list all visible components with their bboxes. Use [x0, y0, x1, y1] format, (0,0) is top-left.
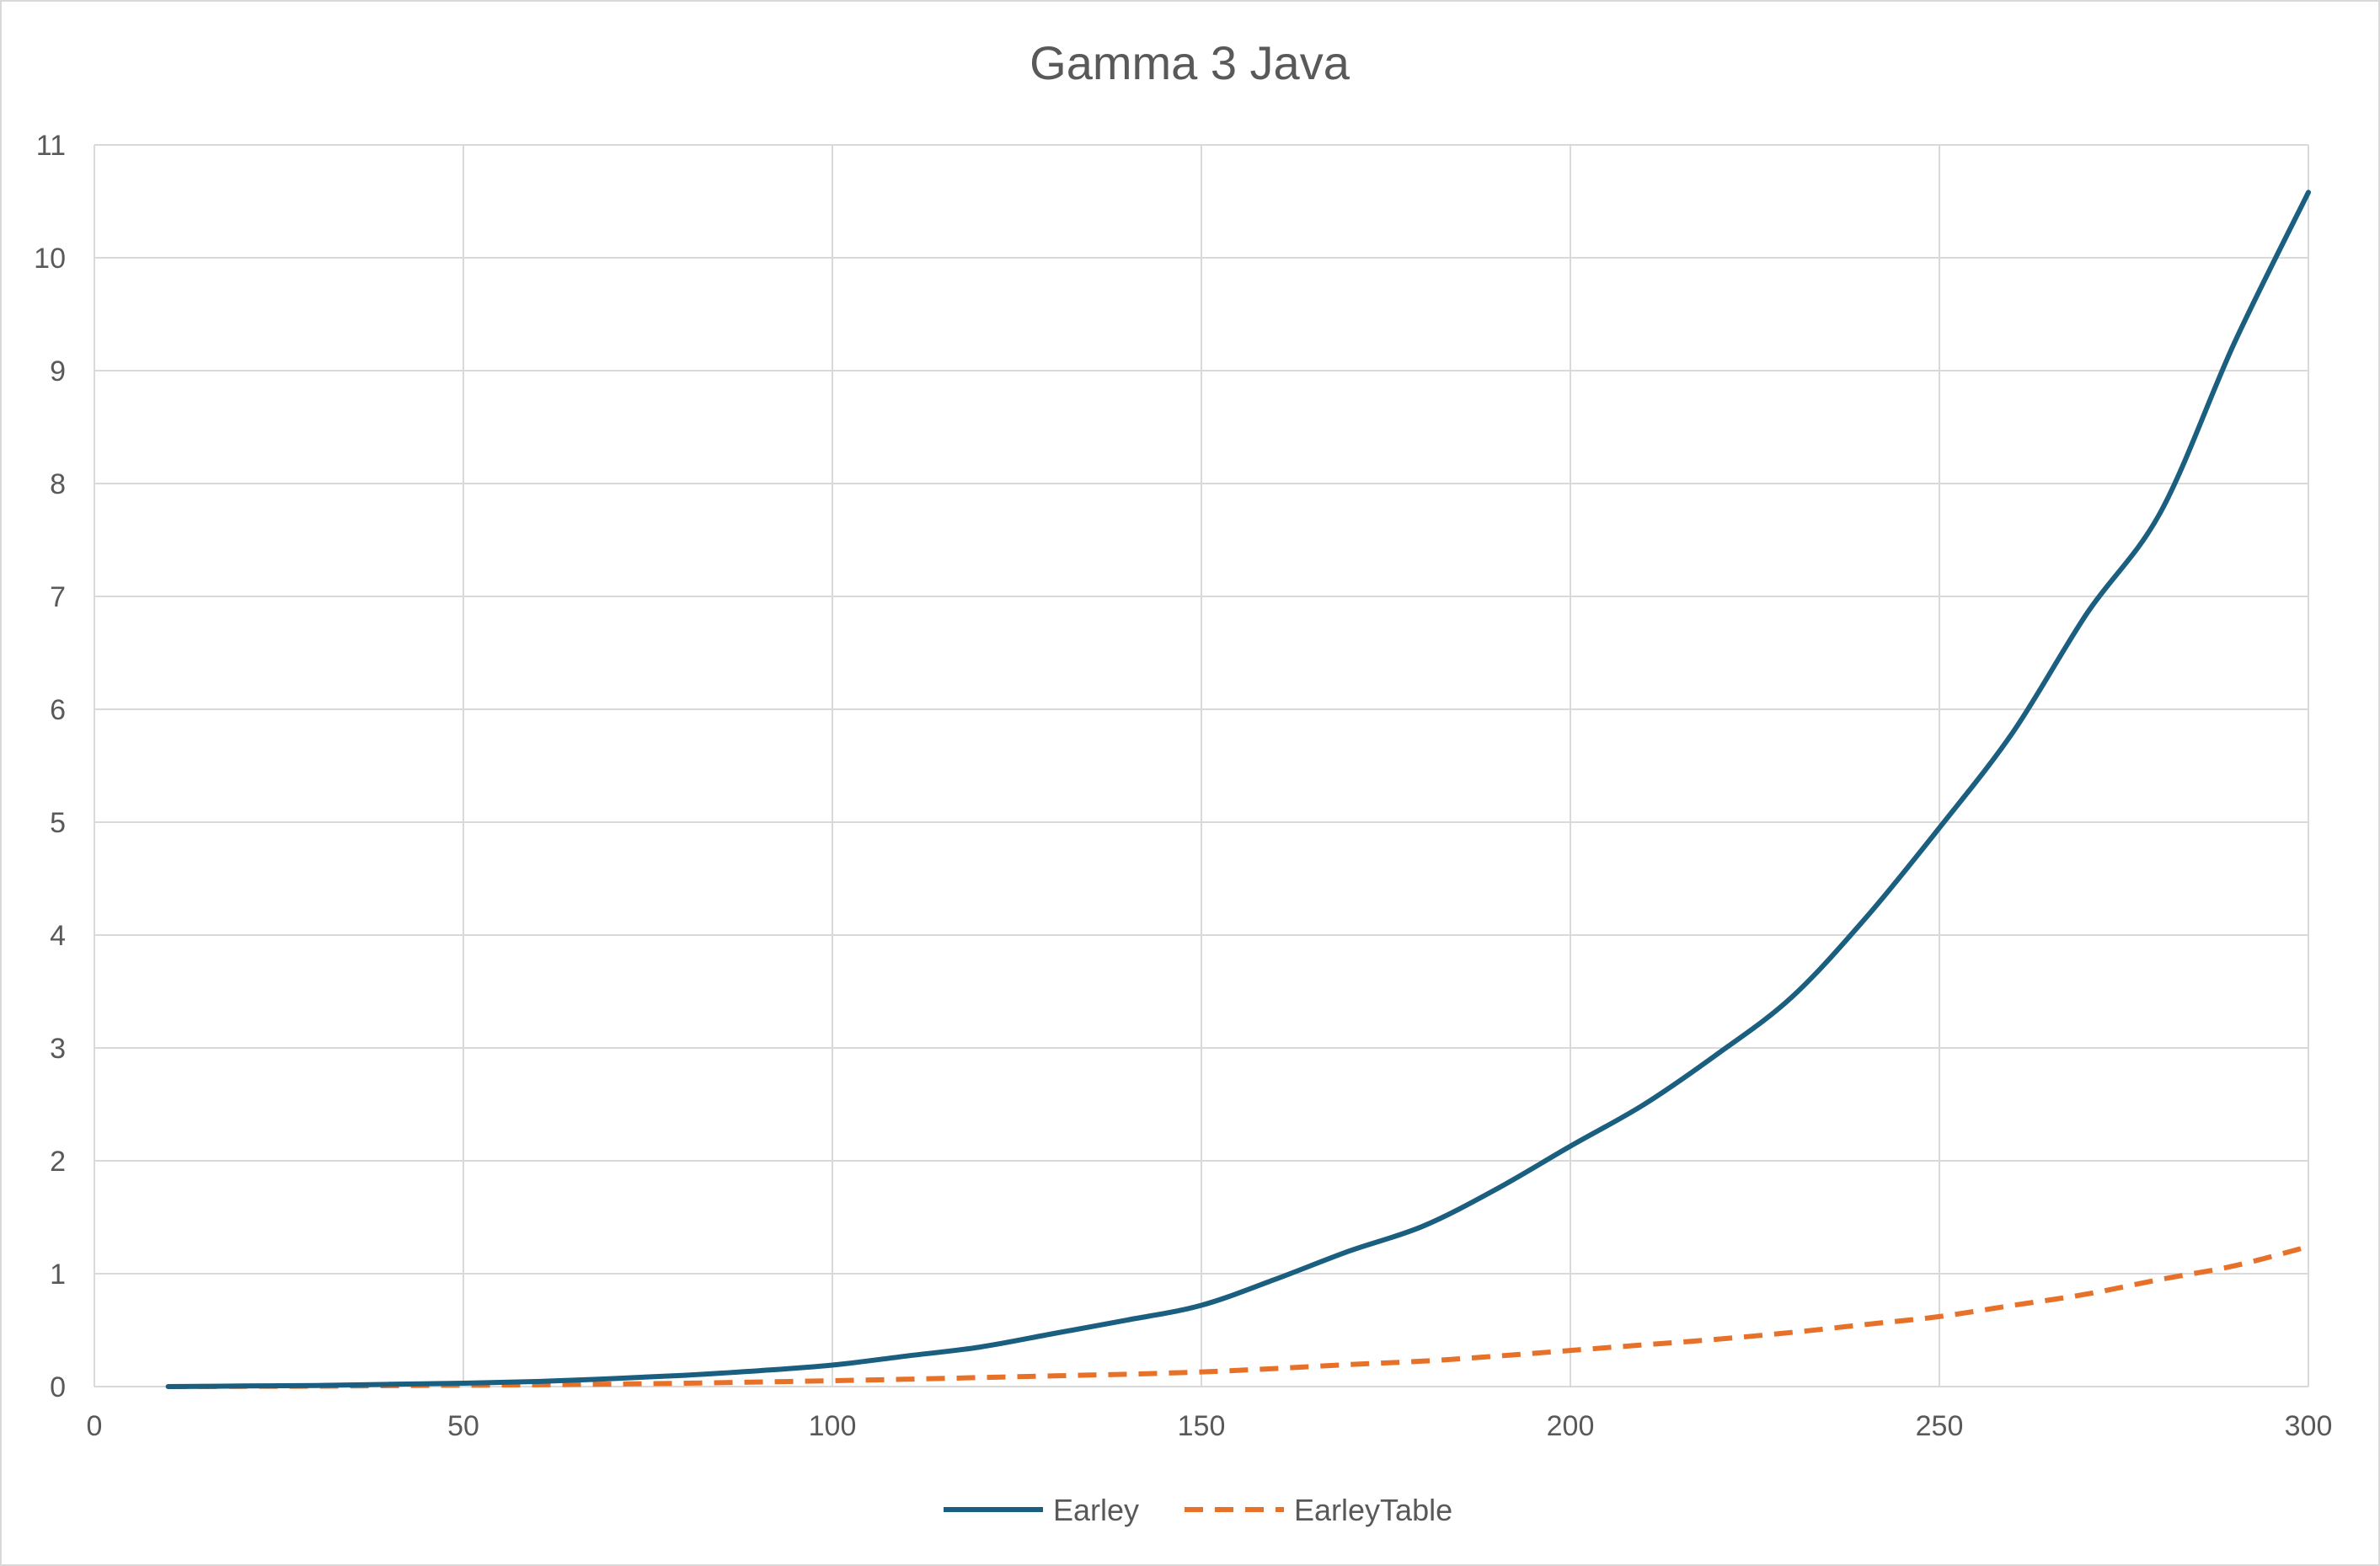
gridlines: [94, 144, 2309, 1387]
x-tick-label: 50: [447, 1410, 479, 1442]
y-tick-label: 4: [50, 920, 66, 952]
y-tick-label: 11: [36, 130, 66, 162]
y-tick-label: 7: [50, 581, 66, 613]
legend-label-earley: Earley: [1053, 1493, 1139, 1527]
y-tick-label: 5: [50, 807, 66, 839]
chart-title: Gamma 3 Java: [1030, 36, 1350, 89]
legend: Earley EarleyTable: [944, 1493, 1452, 1527]
y-tick-label: 10: [34, 243, 66, 275]
x-tick-label: 300: [2285, 1410, 2333, 1442]
y-tick-label: 8: [50, 468, 66, 500]
x-tick-label: 250: [1916, 1410, 1964, 1442]
x-tick-label: 150: [1178, 1410, 1226, 1442]
y-tick-label: 1: [50, 1259, 66, 1291]
series-line-earley: [165, 190, 2311, 1389]
y-tick-label: 2: [50, 1146, 66, 1178]
series-line-earleytable: [168, 1243, 2309, 1389]
legend-label-earleytable: EarleyTable: [1294, 1493, 1452, 1527]
y-tick-label: 3: [50, 1033, 66, 1065]
y-tick-label: 9: [50, 355, 66, 387]
x-tick-label: 100: [809, 1410, 857, 1442]
x-tick-label: 200: [1547, 1410, 1595, 1442]
x-tick-label: 0: [87, 1410, 103, 1442]
y-tick-label: 0: [50, 1371, 66, 1403]
axes: 0 1 2 3 4 5 6 7 8 9 10 11 0 50 100 150 200 250 300: [34, 130, 2332, 1442]
y-tick-label: 6: [50, 694, 66, 726]
series-lines: [165, 190, 2311, 1389]
